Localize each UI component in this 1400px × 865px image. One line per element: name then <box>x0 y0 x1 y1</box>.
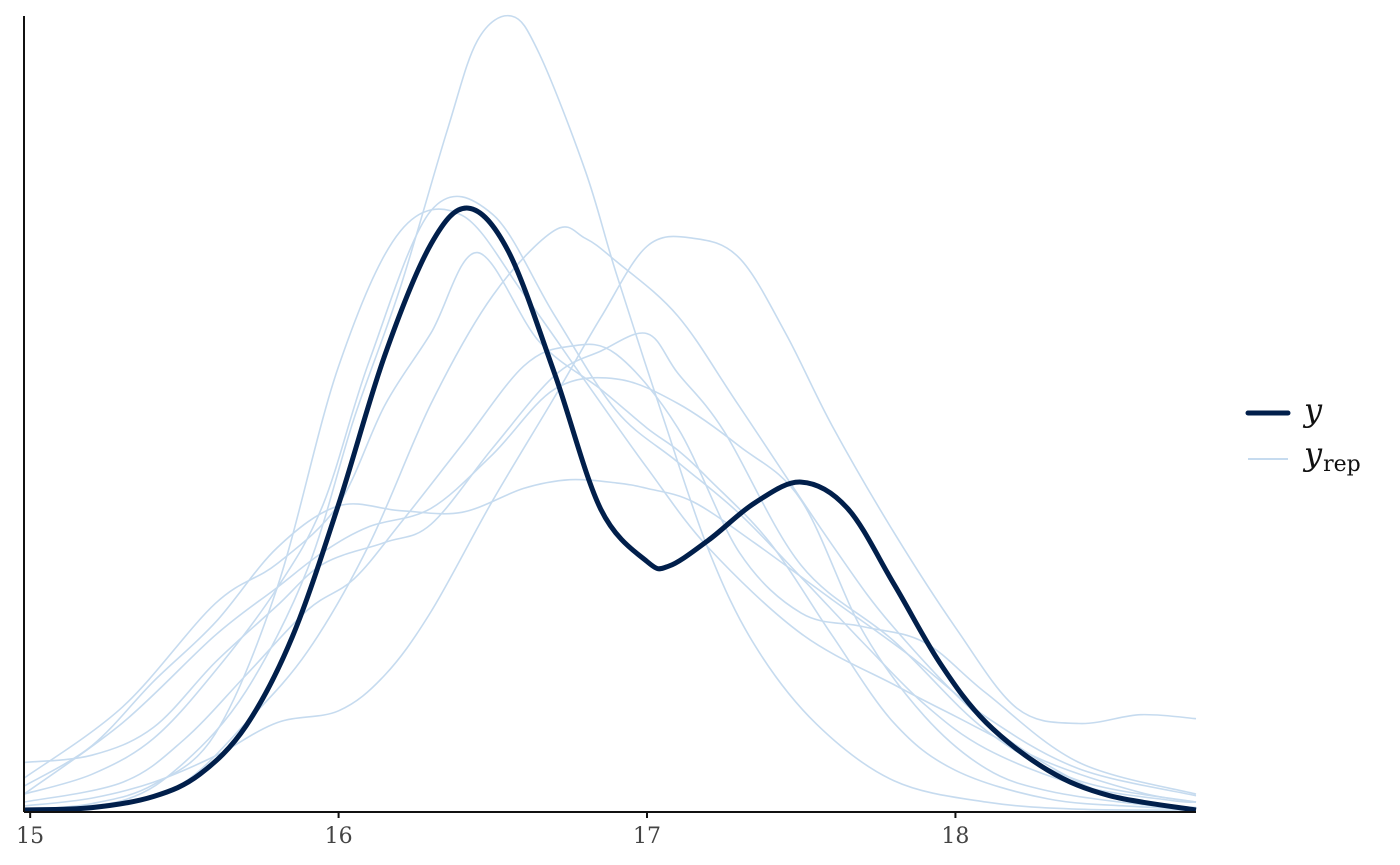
x-tick-label-16: 16 <box>325 824 353 849</box>
replicate-line-3 <box>23 195 1197 804</box>
legend-label-yrep: yrep <box>1302 435 1361 477</box>
legend-label-yrep-sub: rep <box>1323 452 1361 477</box>
replicate-line-5 <box>23 14 1197 811</box>
observed-line <box>23 205 1197 813</box>
plot-area <box>23 14 1197 813</box>
replicate-line-2 <box>23 376 1197 809</box>
x-tick-label-17: 17 <box>633 824 661 849</box>
legend: y yrep <box>1245 391 1361 477</box>
x-tick-label-15: 15 <box>16 824 44 849</box>
replicate-line-9 <box>23 235 1197 807</box>
legend-label-yrep-main: y <box>1302 435 1323 473</box>
replicate-line-6 <box>23 208 1197 811</box>
x-tick-label-18: 18 <box>941 824 969 849</box>
x-axis-ticks: 15 16 17 18 <box>16 812 969 849</box>
replicate-line-10 <box>23 343 1197 803</box>
legend-label-y: y <box>1302 391 1323 429</box>
replicate-line-8 <box>23 478 1197 797</box>
replicate-density-lines <box>23 14 1197 811</box>
observed-density-line <box>23 205 1197 813</box>
